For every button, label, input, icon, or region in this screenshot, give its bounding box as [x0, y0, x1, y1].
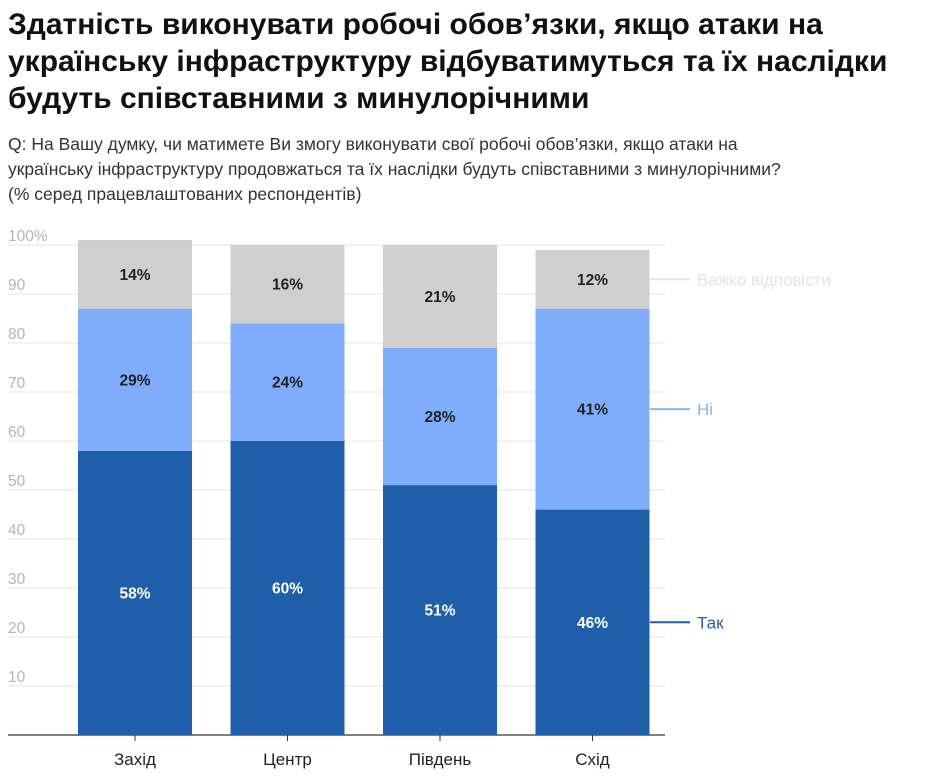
data-label: 21%: [424, 289, 455, 306]
subtitle-line-1: Q: На Вашу думку, чи матимете Ви змогу в…: [8, 134, 738, 154]
x-tick-label: Центр: [263, 750, 312, 769]
y-tick-label: 10: [8, 669, 26, 686]
bar-segment: [230, 245, 345, 324]
y-tick-label: 100%: [8, 228, 48, 245]
bar-segment: [383, 245, 497, 348]
data-label: 14%: [119, 267, 150, 284]
y-tick-label: 70: [8, 375, 26, 392]
bar-segment: [383, 347, 497, 486]
bar-segment: [230, 441, 345, 735]
y-tick-label: 80: [8, 326, 26, 343]
chart-subtitle: Q: На Вашу думку, чи матимете Ви змогу в…: [8, 132, 938, 207]
bar-segment: [383, 485, 497, 735]
y-tick-label: 20: [8, 620, 26, 637]
bar-segment: [535, 308, 650, 510]
data-label: 60%: [272, 581, 303, 598]
data-label: 12%: [577, 272, 608, 289]
bar-segment: [230, 323, 345, 441]
y-tick-label: 60: [8, 424, 26, 441]
legend-label: Так: [697, 613, 724, 632]
bar-segment: [535, 509, 650, 735]
data-label: 41%: [577, 402, 608, 419]
data-label: 24%: [272, 375, 303, 392]
data-label: 51%: [424, 603, 455, 620]
data-label: 28%: [424, 409, 455, 426]
subtitle-line-2: українську інфраструктуру продовжаться т…: [8, 159, 781, 179]
bar-segment: [535, 249, 650, 309]
bar-segment: [78, 308, 192, 451]
y-tick-label: 90: [8, 277, 26, 294]
chart-title: Здатність виконувати робочі обов’язки, я…: [8, 8, 888, 115]
legend-label: Важко відповісти: [697, 270, 831, 289]
y-tick-label: 40: [8, 522, 26, 539]
x-tick-label: Схід: [575, 750, 610, 769]
subtitle-line-3: (% серед працевлаштованих респондентів): [8, 184, 362, 204]
bar-segment: [78, 240, 192, 309]
data-label: 29%: [119, 372, 150, 389]
x-tick-label: Захід: [114, 750, 156, 769]
legend-label: Ні: [697, 400, 713, 419]
data-label: 16%: [272, 277, 303, 294]
y-tick-label: 30: [8, 571, 26, 588]
y-tick-label: 50: [8, 473, 26, 490]
bar-segment: [78, 450, 192, 735]
data-label: 46%: [577, 615, 608, 632]
x-tick-label: Південь: [409, 750, 472, 769]
data-label: 58%: [119, 585, 150, 602]
